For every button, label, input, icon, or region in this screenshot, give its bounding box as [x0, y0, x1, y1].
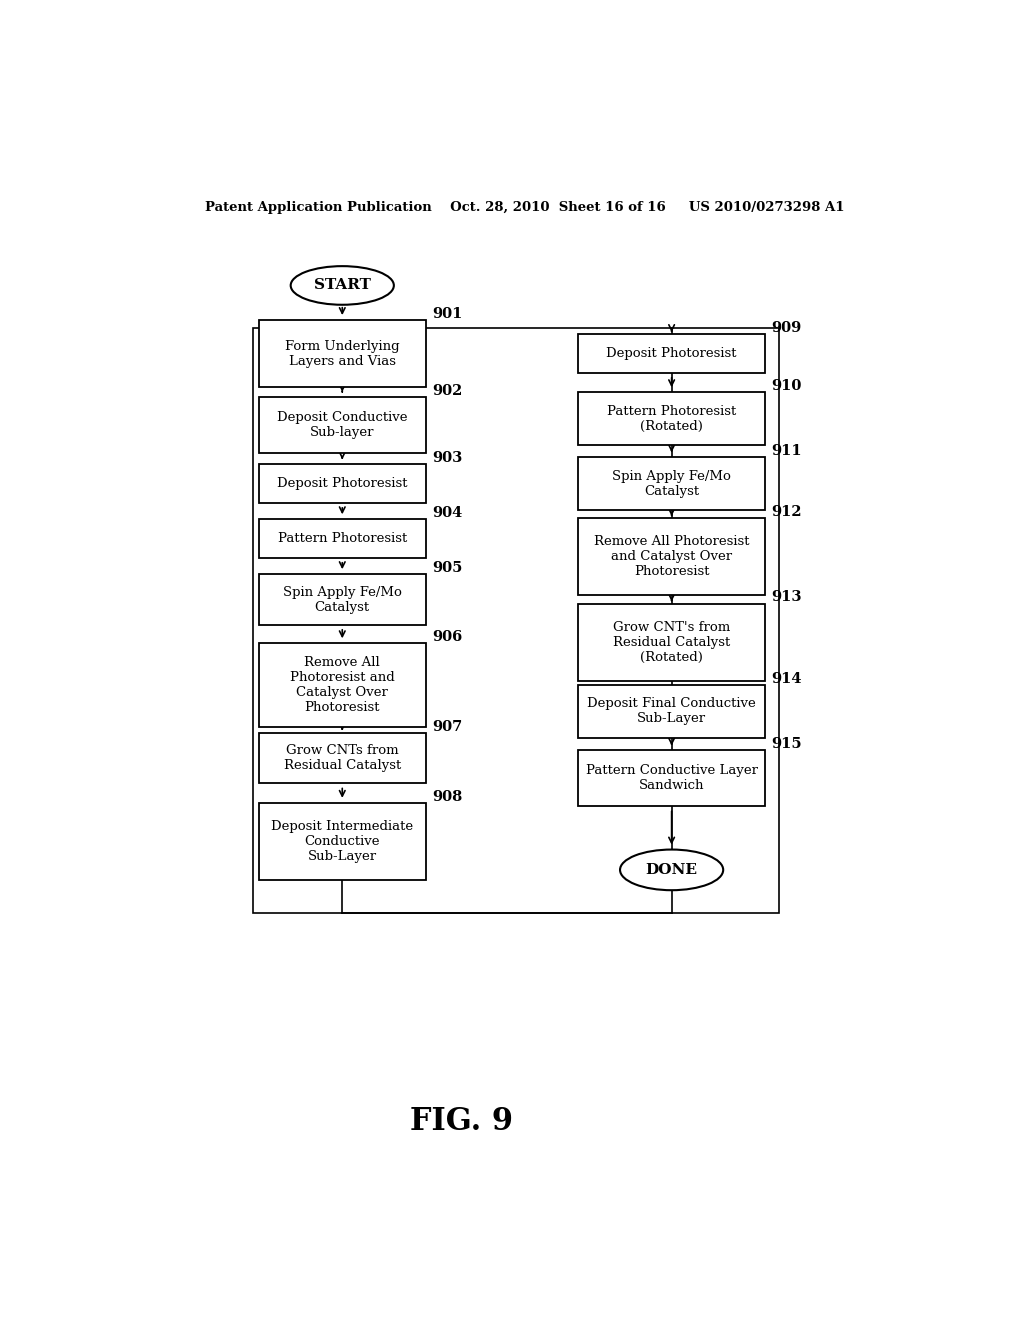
Text: 905: 905: [432, 561, 462, 576]
Text: 906: 906: [432, 630, 462, 644]
Text: Pattern Photoresist: Pattern Photoresist: [278, 532, 407, 545]
Text: Spin Apply Fe/Mo
Catalyst: Spin Apply Fe/Mo Catalyst: [283, 586, 401, 614]
Text: 908: 908: [432, 789, 462, 804]
Text: Pattern Conductive Layer
Sandwich: Pattern Conductive Layer Sandwich: [586, 764, 758, 792]
Text: DONE: DONE: [645, 863, 697, 876]
Text: Spin Apply Fe/Mo
Catalyst: Spin Apply Fe/Mo Catalyst: [612, 470, 731, 498]
Bar: [259, 397, 426, 453]
Text: Deposit Photoresist: Deposit Photoresist: [606, 347, 737, 360]
Text: 913: 913: [771, 590, 802, 605]
Text: Deposit Intermediate
Conductive
Sub-Layer: Deposit Intermediate Conductive Sub-Laye…: [271, 820, 414, 863]
Bar: [579, 392, 765, 445]
Text: 903: 903: [432, 451, 462, 465]
Text: Remove All
Photoresist and
Catalyst Over
Photoresist: Remove All Photoresist and Catalyst Over…: [290, 656, 394, 714]
Text: Grow CNT's from
Residual Catalyst
(Rotated): Grow CNT's from Residual Catalyst (Rotat…: [613, 620, 730, 664]
Text: 915: 915: [771, 738, 802, 751]
Text: Grow CNTs from
Residual Catalyst: Grow CNTs from Residual Catalyst: [284, 744, 401, 772]
Ellipse shape: [291, 267, 394, 305]
Bar: [579, 603, 765, 681]
Text: 901: 901: [432, 308, 462, 321]
Bar: [259, 574, 426, 624]
Text: 909: 909: [771, 321, 802, 335]
Text: Deposit Conductive
Sub-layer: Deposit Conductive Sub-layer: [278, 411, 408, 438]
Bar: [579, 751, 765, 807]
Bar: [259, 519, 426, 558]
Text: Patent Application Publication    Oct. 28, 2010  Sheet 16 of 16     US 2010/0273: Patent Application Publication Oct. 28, …: [205, 201, 845, 214]
Bar: [259, 465, 426, 503]
Bar: [259, 803, 426, 880]
Bar: [259, 643, 426, 726]
Text: Form Underlying
Layers and Vias: Form Underlying Layers and Vias: [285, 339, 399, 367]
Text: Pattern Photoresist
(Rotated): Pattern Photoresist (Rotated): [607, 405, 736, 433]
Text: Remove All Photoresist
and Catalyst Over
Photoresist: Remove All Photoresist and Catalyst Over…: [594, 536, 750, 578]
Text: Deposit Final Conductive
Sub-Layer: Deposit Final Conductive Sub-Layer: [587, 697, 756, 725]
Bar: [579, 519, 765, 595]
Text: 911: 911: [771, 444, 802, 458]
Text: 904: 904: [432, 506, 462, 520]
Text: 907: 907: [432, 719, 462, 734]
Bar: [579, 334, 765, 372]
Text: 902: 902: [432, 384, 462, 397]
Bar: [579, 457, 765, 510]
Text: 914: 914: [771, 672, 802, 686]
Ellipse shape: [621, 850, 723, 890]
Text: 910: 910: [771, 379, 802, 393]
Bar: [259, 733, 426, 784]
Text: FIG. 9: FIG. 9: [410, 1106, 513, 1138]
Text: START: START: [313, 279, 371, 293]
Bar: [579, 685, 765, 738]
Bar: [253, 329, 778, 912]
Text: 912: 912: [771, 506, 802, 519]
Bar: [259, 319, 426, 387]
Text: Deposit Photoresist: Deposit Photoresist: [278, 477, 408, 490]
